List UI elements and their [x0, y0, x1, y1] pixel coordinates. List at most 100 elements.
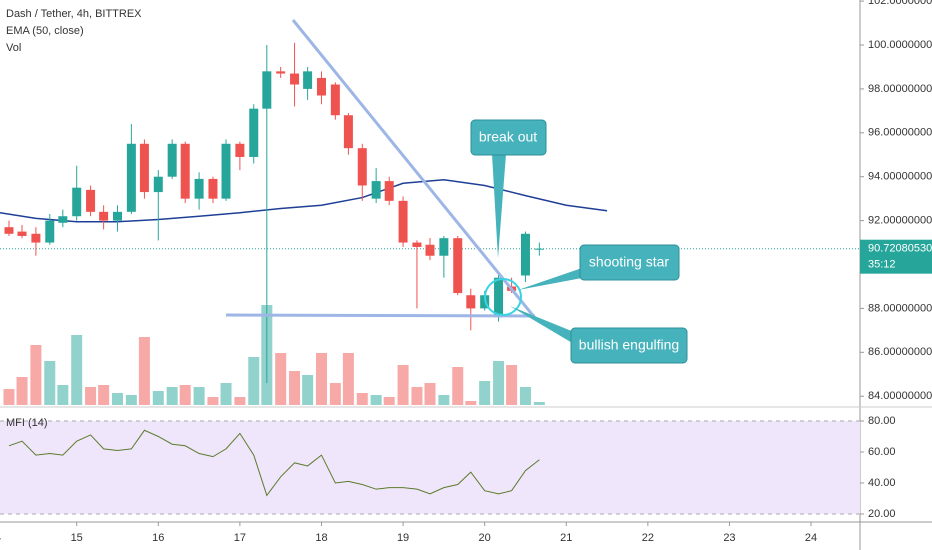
- highlight-circle: [484, 278, 522, 316]
- candle-body: [330, 84, 340, 116]
- x-tick-label: 22: [642, 532, 654, 544]
- candle-body: [262, 71, 272, 109]
- x-tick-label: 14: [0, 532, 1, 544]
- volume-bar: [533, 402, 545, 405]
- x-tick-label: 15: [71, 532, 83, 544]
- last-price-label: 90.72080530: [868, 243, 932, 255]
- candle-body: [276, 71, 286, 74]
- x-tick-label: 16: [152, 532, 164, 544]
- ema-line: [0, 179, 608, 223]
- y-tick-label: 20.00: [868, 508, 896, 520]
- volume-bar: [71, 335, 83, 405]
- y-tick-label: 102.00000000: [868, 0, 932, 7]
- indicator-label: EMA (50, close): [6, 25, 84, 37]
- volume-bar: [493, 361, 505, 405]
- candle-body: [249, 108, 259, 157]
- indicator-label: Vol: [6, 42, 21, 54]
- candle-body: [31, 233, 41, 243]
- y-tick-label: 84.00000000: [868, 390, 932, 402]
- candle-body: [153, 176, 163, 193]
- callout-pointer: [518, 268, 582, 290]
- candle-body: [439, 238, 449, 256]
- annotation: break out: [479, 129, 537, 145]
- x-tick-label: 17: [234, 532, 246, 544]
- volume-bar: [30, 345, 42, 405]
- candle-body: [45, 220, 55, 243]
- volume-bar: [452, 367, 464, 405]
- candle-body: [180, 143, 190, 199]
- volume-bar: [125, 395, 137, 405]
- volume-bar: [315, 353, 327, 405]
- candle-body: [126, 143, 136, 212]
- volume-bar: [356, 393, 368, 405]
- volume-bar: [248, 357, 260, 405]
- chart-title: Dash / Tether, 4h, BITTREX: [6, 8, 142, 20]
- y-tick-label: 60.00: [868, 446, 896, 458]
- callouts: break out shooting star bullish engulfin…: [470, 119, 688, 364]
- volume-bar: [111, 393, 123, 405]
- candle-body: [412, 242, 422, 247]
- candle-body: [86, 189, 96, 212]
- volume-bar: [57, 385, 69, 405]
- callout-box: [570, 327, 688, 364]
- candle-body: [425, 244, 435, 256]
- candle-body: [235, 143, 245, 157]
- volume-bar: [207, 397, 219, 405]
- countdown: 35:12: [868, 259, 896, 271]
- support-line: [225, 313, 536, 318]
- y-tick-label: 40.00: [868, 477, 896, 489]
- candle-body: [316, 77, 326, 96]
- volume-bar: [342, 353, 354, 405]
- drawings: [225, 19, 537, 319]
- indicator-label: MFI (14): [6, 417, 48, 429]
- candle-body: [208, 178, 218, 199]
- candle-body: [371, 181, 381, 199]
- volume-bar: [3, 389, 15, 405]
- volume-bar: [16, 377, 28, 405]
- volume-bar: [193, 387, 205, 405]
- volume-bar: [234, 397, 246, 405]
- callout-box: [579, 244, 680, 281]
- y-tick-label: 88.00000000: [868, 302, 932, 314]
- x-tick-label: 23: [723, 532, 735, 544]
- volume-bar: [479, 381, 491, 405]
- candle-body: [343, 115, 353, 149]
- mfi-band: [0, 421, 860, 514]
- volume-bar: [166, 387, 178, 405]
- volume-bar: [329, 383, 341, 405]
- volume-bar: [44, 361, 56, 405]
- volume-bar: [289, 371, 301, 405]
- volume-bar: [179, 385, 191, 405]
- volume-bar: [438, 395, 450, 405]
- last-price-box: [860, 239, 932, 274]
- callout-pointer: [510, 306, 574, 344]
- volume-bar: [465, 401, 477, 405]
- volume-bar: [302, 375, 314, 405]
- candle-body: [466, 295, 476, 309]
- candle-body: [139, 143, 149, 193]
- y-tick-label: 80.00: [868, 415, 896, 427]
- callout-box: [470, 119, 547, 156]
- candle-body: [303, 71, 313, 89]
- candle-body: [17, 231, 27, 236]
- candle-body: [194, 178, 204, 199]
- candle-body: [72, 187, 82, 217]
- candle-body: [290, 73, 300, 85]
- volume-bar: [411, 387, 423, 405]
- candle-body: [221, 143, 231, 199]
- candle-body: [357, 148, 367, 186]
- y-tick-label: 96.00000000: [868, 127, 932, 139]
- y-tick-label: 92.00000000: [868, 215, 932, 227]
- y-tick-label: 100.00000000: [868, 39, 932, 51]
- candle-body: [384, 181, 394, 201]
- volume-bar: [98, 385, 110, 405]
- trend-line: [291, 19, 537, 319]
- y-tick-label: 98.00000000: [868, 83, 932, 95]
- x-tick-label: 20: [479, 532, 491, 544]
- x-tick-label: 18: [315, 532, 327, 544]
- mfi-line: [8, 429, 540, 497]
- volume-bar: [519, 387, 531, 405]
- candle-body: [112, 211, 122, 221]
